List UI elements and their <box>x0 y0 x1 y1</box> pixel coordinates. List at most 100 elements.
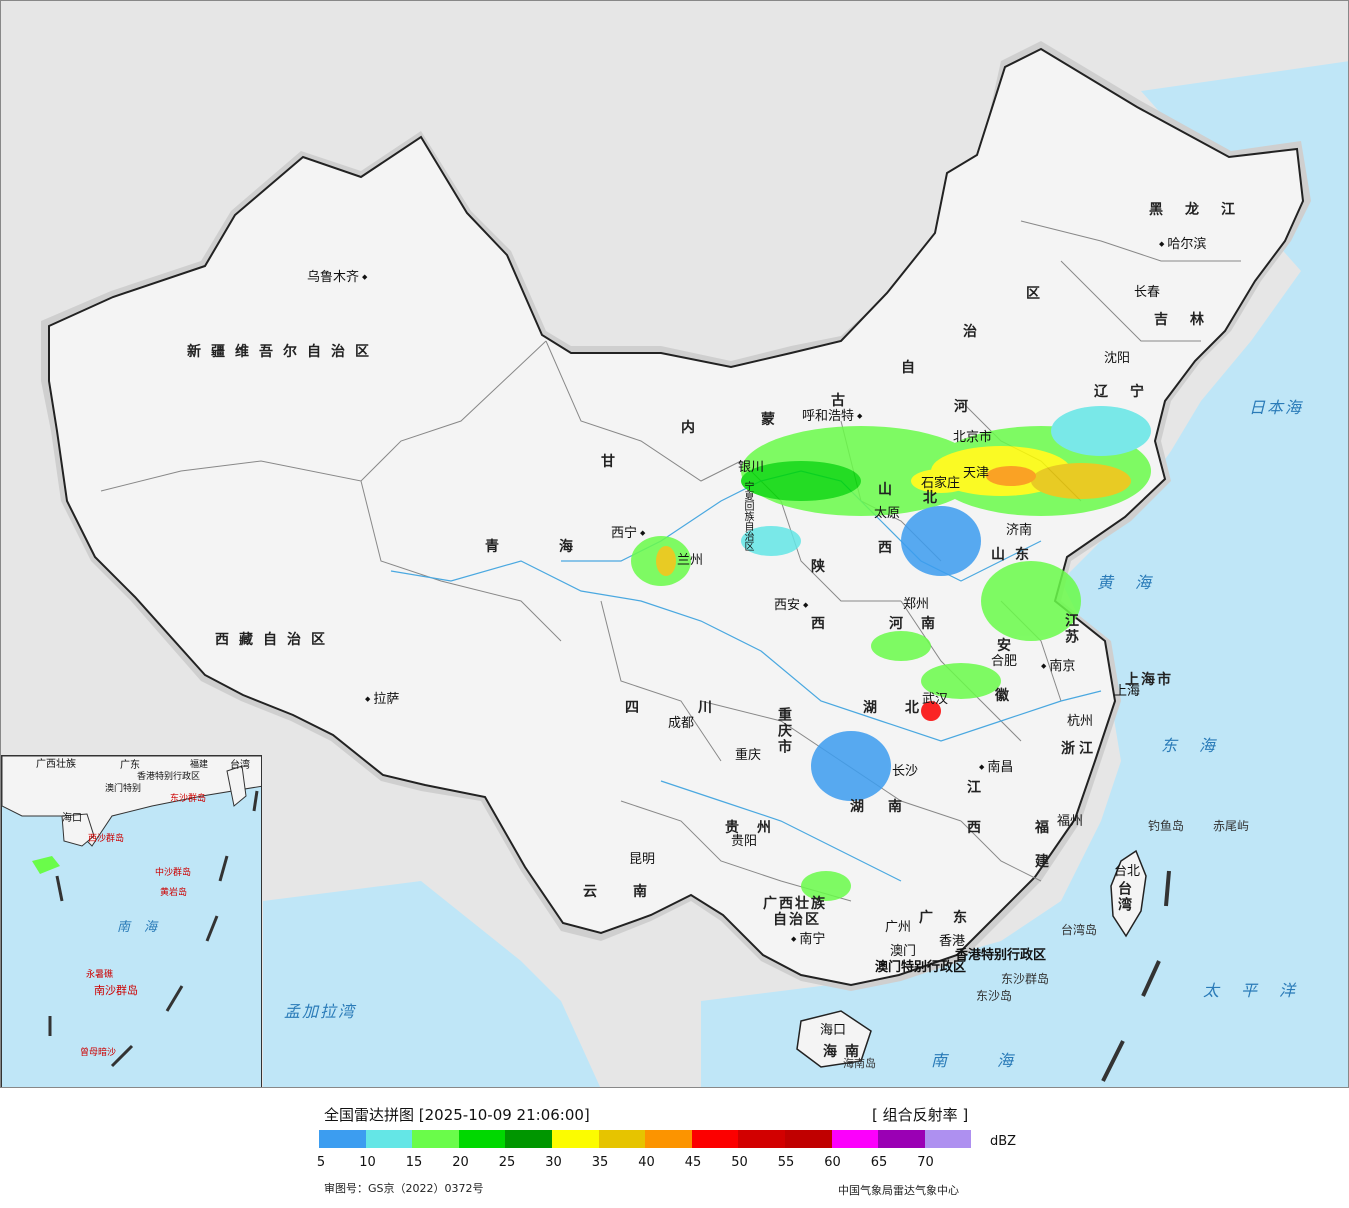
city-xining: 西宁 <box>611 527 645 542</box>
prov-guangdong: 广东 <box>919 910 987 926</box>
city-guiyang: 贵阳 <box>731 834 758 849</box>
legend-tick: 35 <box>591 1155 609 1170</box>
prov-taiwan: 台湾 <box>1116 881 1132 913</box>
prov-qinghai: 青海 <box>485 539 633 555</box>
prov-hunan-2: 南 <box>888 799 912 815</box>
prov-chuan: 川 <box>698 700 722 716</box>
city-shenyang: 沈阳 <box>1104 351 1131 366</box>
city-nanjing: 南京 <box>1041 660 1075 675</box>
city-nanchang: 南昌 <box>979 761 1013 776</box>
legend-panel: 全国雷达拼图 [2025-10-09 21:06:00] [ 组合反射率 ] d… <box>0 1088 1349 1208</box>
city-lhasa: 拉萨 <box>365 693 399 708</box>
city-hongkong: 香港 <box>939 934 966 949</box>
sea-south: 南海 <box>931 1051 1064 1070</box>
prov-jilin: 吉林 <box>1154 312 1226 328</box>
prov-hebei-1: 河 <box>954 399 978 415</box>
legend-tick: 10 <box>359 1155 376 1170</box>
legend-swatch <box>365 1130 413 1148</box>
city-lanzhou: 兰州 <box>677 553 704 568</box>
prov-fu: 福 <box>1035 820 1059 836</box>
legend-swatch <box>598 1130 646 1148</box>
prov-jian: 建 <box>1035 854 1059 870</box>
inset-label-south-sea: 南海 <box>117 920 172 935</box>
prov-guangxi-2: 自治区 <box>773 912 821 928</box>
inset-label-taiwan: 台湾 <box>230 760 250 771</box>
city-nanning: 南宁 <box>791 933 825 948</box>
city-harbin: 哈尔滨 <box>1159 238 1206 253</box>
sea-pacific: 太平洋 <box>1203 981 1318 1000</box>
city-fuzhou: 福州 <box>1057 814 1084 829</box>
prov-hebei-2: 北 <box>923 490 947 506</box>
inset-label-macau-sar: 澳门特别 <box>105 784 142 794</box>
city-urumqi: 乌鲁木齐 <box>307 271 367 286</box>
prov-gu: 古 <box>831 393 855 409</box>
prov-hui: 徽 <box>995 688 1019 704</box>
city-taipei: 台北 <box>1114 864 1141 879</box>
island-dongsha: 东沙岛 <box>976 989 1013 1003</box>
prov-hainan: 海南 <box>823 1044 867 1060</box>
island-hainan: 海南岛 <box>843 1057 876 1070</box>
legend-tick: 5 <box>316 1155 326 1170</box>
prov-shanghai: 上海市 <box>1125 672 1173 688</box>
prov-xizang: 西藏自治区 <box>215 632 335 648</box>
city-shanghai: 上海 <box>1114 684 1141 699</box>
island-chiwei: 赤尾屿 <box>1213 819 1250 833</box>
legend-swatch <box>878 1130 925 1148</box>
inset-label-guangdong: 广东 <box>120 760 140 771</box>
city-tianjin: 天津 <box>963 466 990 481</box>
legend-swatch <box>458 1130 506 1148</box>
inset-label-dongsha: 东沙群岛 <box>170 794 207 804</box>
prov-guizhou: 贵州 <box>725 820 789 836</box>
prov-yunnan: 云南 <box>583 884 683 900</box>
prov-shanxi-1: 山 <box>878 482 902 498</box>
inset-label-huangyan: 黄岩岛 <box>160 888 188 898</box>
city-macau: 澳门 <box>890 944 917 959</box>
city-wuhan: 武汉 <box>922 692 949 707</box>
city-guangzhou: 广州 <box>885 920 912 935</box>
inset-label-nansha: 南沙群岛 <box>94 984 138 997</box>
prov-an: 安 <box>997 638 1021 654</box>
city-changchun: 长春 <box>1134 285 1161 300</box>
legend-swatch <box>831 1130 879 1148</box>
prov-qu: 区 <box>1026 286 1050 302</box>
legend-swatch <box>412 1130 459 1148</box>
prov-guangxi-1: 广西壮族 <box>763 896 827 912</box>
inset-label-yongshu: 永暑礁 <box>86 970 114 980</box>
legend-tick: 50 <box>731 1155 748 1170</box>
inset-label-zengmu: 曾母暗沙 <box>80 1048 117 1058</box>
legend-tick: 70 <box>917 1155 934 1170</box>
approval-number: 审图号：GS京（2022）0372号 <box>324 1182 484 1195</box>
legend-tick: 40 <box>638 1155 655 1170</box>
city-changsha: 长沙 <box>892 764 919 779</box>
prov-hubei-1: 湖 <box>863 700 887 716</box>
prov-zi: 自 <box>901 360 925 376</box>
inset-label-guangxi: 广西壮族 <box>36 759 76 770</box>
city-shijiazhuang: 石家庄 <box>921 476 961 491</box>
prov-zhejiang: 浙江 <box>1061 741 1097 757</box>
legend-swatch <box>551 1130 599 1148</box>
legend-tick: 20 <box>452 1155 469 1170</box>
legend-swatch <box>505 1130 552 1148</box>
legend-swatch <box>784 1130 832 1148</box>
inset-label-haikou: 海口 <box>62 813 82 824</box>
prov-jiangxi-1: 江 <box>967 780 991 796</box>
legend-product: [ 组合反射率 ] <box>872 1106 969 1124</box>
city-haikou: 海口 <box>820 1023 847 1038</box>
prov-shaanxi-2: 西 <box>811 616 835 632</box>
prov-jiangsu: 江苏 <box>1063 613 1079 645</box>
nine-dash-line <box>1101 870 1171 1082</box>
prov-liaoning: 辽宁 <box>1094 384 1166 400</box>
prov-chongqing: 重庆市 <box>776 707 792 755</box>
city-zhengzhou: 郑州 <box>903 597 930 612</box>
legend-tick: 15 <box>405 1155 423 1170</box>
prov-zhi: 治 <box>963 324 987 340</box>
island-taiwan: 台湾岛 <box>1061 923 1098 937</box>
legend-tick: 55 <box>777 1155 795 1170</box>
inset-canvas <box>2 756 261 1068</box>
city-chengdu: 成都 <box>668 716 695 731</box>
inset-label-xisha: 西沙群岛 <box>88 834 125 844</box>
south-china-sea-inset: 广西壮族 广东 福建 台湾 澳门特别 香港特别行政区 海口 西沙群岛 中沙群岛 … <box>1 755 262 1087</box>
city-xian: 西安 <box>774 599 808 614</box>
sea-japan: 日本海 <box>1249 398 1304 417</box>
legend-swatch <box>738 1130 785 1148</box>
